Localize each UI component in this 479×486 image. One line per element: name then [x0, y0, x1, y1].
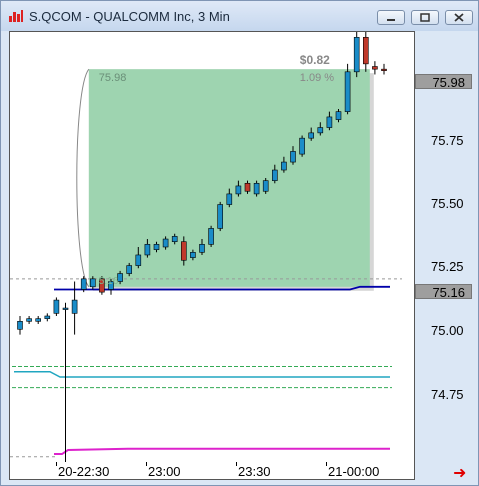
- y-label: 75.50: [431, 196, 464, 211]
- chart-plot-area[interactable]: 75.98 $0.82 1.09 % 5.16: [9, 29, 415, 470]
- candle-body: [144, 244, 151, 256]
- x-tick: [326, 462, 327, 466]
- candle-body: [71, 299, 78, 314]
- candle-body: [299, 137, 305, 155]
- y-label: 74.75: [431, 387, 464, 402]
- candle-body: [226, 193, 233, 205]
- maximize-button[interactable]: [411, 10, 439, 25]
- x-label: 21-00:00: [328, 464, 380, 479]
- measure-box: [88, 69, 370, 287]
- measure-change-percent: 1.09 %: [300, 72, 334, 84]
- candle-body: [372, 66, 378, 70]
- close-button[interactable]: [445, 10, 473, 25]
- candle-body: [353, 37, 360, 73]
- x-label: 23:30: [238, 464, 271, 479]
- candle-body: [199, 244, 205, 253]
- candle-body: [126, 265, 132, 274]
- candle-body: [117, 273, 123, 282]
- time-axis: 20-22:30 23:00 23:30 21-00:00: [9, 462, 415, 480]
- candle-body: [362, 37, 369, 65]
- x-tick: [56, 462, 57, 466]
- candlestick-chart: 75.98 $0.82 1.09 % 5.16: [10, 29, 402, 470]
- minimize-button[interactable]: [377, 10, 405, 25]
- candle-body: [80, 278, 87, 290]
- candle-body: [244, 182, 251, 192]
- x-label: 20-22:30: [58, 464, 110, 479]
- candle-body: [53, 299, 60, 314]
- measure-start-price: 75.98: [99, 72, 127, 84]
- pink-indicator-line: [54, 447, 390, 456]
- measure-faint-label: 5.16: [99, 276, 119, 287]
- candle-body: [235, 185, 242, 195]
- measure-bracket: [76, 68, 90, 288]
- scroll-right-arrow-icon[interactable]: ➜: [453, 465, 467, 482]
- candle-body: [308, 132, 315, 139]
- minimize-icon: [387, 19, 395, 21]
- candle-body: [290, 151, 296, 163]
- y-label: 75.75: [431, 133, 464, 148]
- candle-body: [262, 180, 269, 192]
- candle-body: [35, 318, 42, 322]
- candle-body: [44, 315, 51, 319]
- candle-body: [281, 161, 287, 171]
- close-icon: [454, 13, 464, 22]
- candle-body: [26, 318, 32, 322]
- candle-body: [17, 321, 23, 330]
- candle-body: [326, 116, 333, 128]
- candle-body: [344, 71, 351, 112]
- x-tick: [236, 462, 237, 466]
- candle-body: [208, 228, 214, 245]
- reference-price-tag: 75.16: [415, 284, 472, 300]
- candle-body: [90, 278, 96, 288]
- measure-change-amount: $0.82: [300, 53, 330, 67]
- current-price-tag: 75.98: [415, 74, 472, 90]
- candle-body: [181, 241, 187, 261]
- candle-body: [217, 204, 223, 229]
- title-bar[interactable]: S.QCOM - QUALCOMM Inc, 3 Min: [1, 1, 478, 31]
- candle-body: [135, 254, 142, 266]
- candle-body: [108, 281, 114, 290]
- candle-body: [171, 236, 178, 242]
- blue-average-line: [54, 285, 390, 291]
- candle-body: [381, 68, 387, 71]
- candle-body: [162, 238, 169, 248]
- candle-body: [190, 252, 196, 258]
- x-label: 23:00: [148, 464, 181, 479]
- candle-body: [335, 111, 342, 120]
- window-title: S.QCOM - QUALCOMM Inc, 3 Min: [29, 9, 230, 24]
- candle-body: [153, 244, 160, 250]
- candle-body: [253, 182, 260, 195]
- y-label: 75.00: [431, 323, 464, 338]
- maximize-icon: [420, 13, 430, 22]
- candle-body: [317, 127, 324, 134]
- cyan-average-line: [14, 371, 390, 378]
- y-label: 75.25: [431, 259, 464, 274]
- candle-body: [271, 169, 278, 181]
- candle-body: [99, 278, 105, 293]
- candle-body: [62, 307, 69, 310]
- x-tick: [146, 462, 147, 466]
- chart-app-icon: [9, 10, 23, 22]
